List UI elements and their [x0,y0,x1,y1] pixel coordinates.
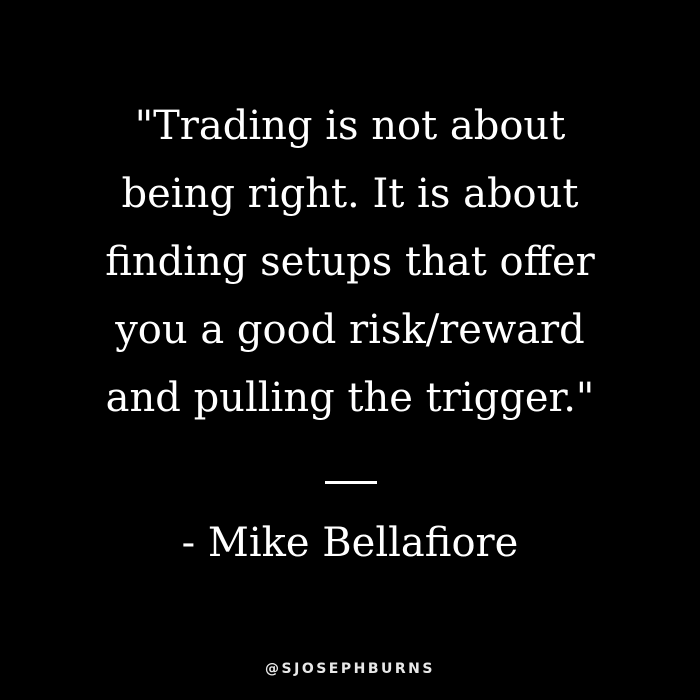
quote-line: "Trading is not about [134,103,566,149]
quote-line: you a good risk/reward [115,307,585,353]
quote-text: "Trading is not about being right. It is… [40,92,660,432]
author-name: - Mike Bellafiore [181,520,519,566]
quote-line: being right. It is about [121,171,579,217]
quote-line: and pulling the trigger." [105,375,595,421]
divider [325,481,377,484]
social-handle: @SJOSEPHBURNS [265,661,435,677]
quote-line: finding setups that offer [105,239,595,285]
